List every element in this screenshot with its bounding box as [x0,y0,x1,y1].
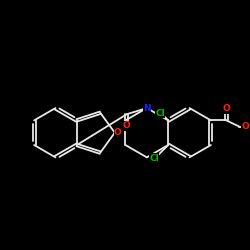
Text: O: O [114,128,122,137]
Text: O: O [222,104,230,113]
Text: Cl: Cl [149,154,159,163]
Text: N: N [143,104,151,112]
Text: O: O [123,122,131,130]
Text: Cl: Cl [155,109,165,118]
Text: O: O [241,122,249,131]
